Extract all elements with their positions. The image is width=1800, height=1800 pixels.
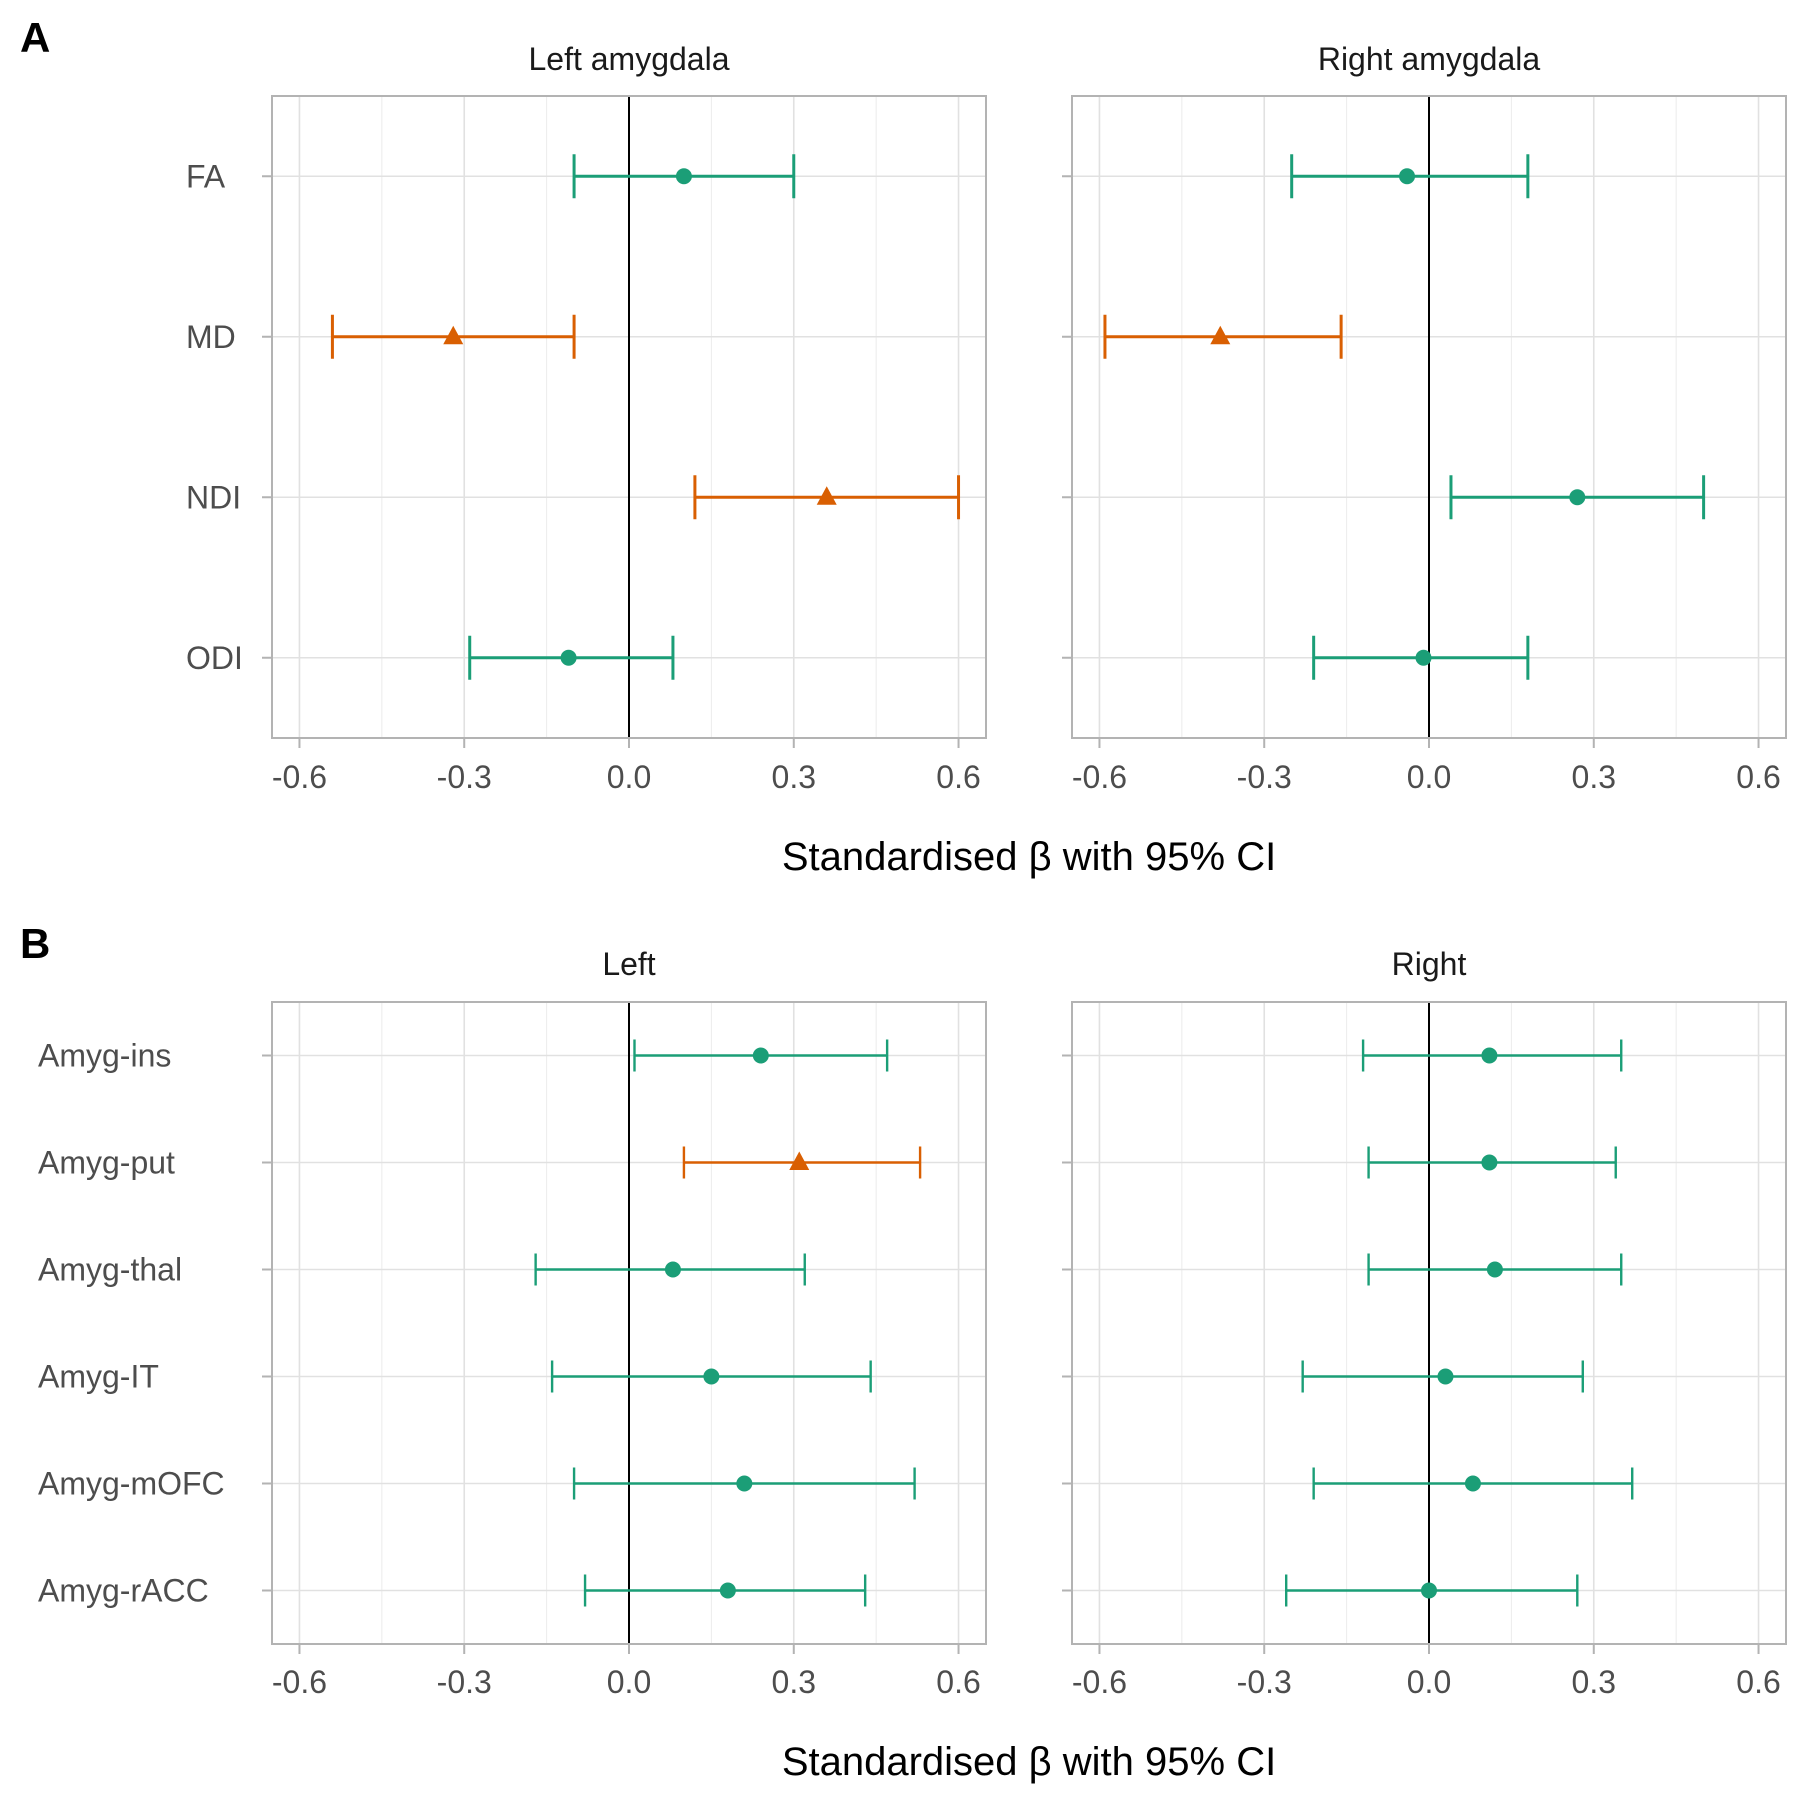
y-category-label: Amyg-ins — [38, 1038, 171, 1074]
estimate-odi — [468, 635, 675, 680]
point-estimate-dot — [1415, 649, 1432, 666]
estimate-amyg-it — [550, 1360, 872, 1393]
x-tick-label: -0.3 — [437, 759, 492, 795]
point-estimate-dot — [675, 168, 692, 185]
estimate-amyg-mofc — [572, 1467, 916, 1500]
estimate-amyg-racc — [583, 1574, 867, 1607]
point-estimate-dot — [1481, 1047, 1498, 1064]
x-tick-label: -0.6 — [1072, 1664, 1127, 1700]
facet-title: Right — [1392, 946, 1467, 982]
x-tick-label: 0.6 — [1736, 1664, 1780, 1700]
point-estimate-dot — [664, 1261, 681, 1278]
y-category-label: ODI — [186, 640, 243, 676]
facet-title: Right amygdala — [1318, 41, 1541, 77]
estimate-amyg-ins — [633, 1039, 889, 1072]
x-tick-label: 0.3 — [1572, 1664, 1616, 1700]
point-estimate-dot — [1464, 1475, 1481, 1492]
point-estimate-dot — [752, 1047, 769, 1064]
point-estimate-dot — [719, 1582, 736, 1599]
estimate-amyg-put — [1367, 1146, 1617, 1179]
x-tick-label: -0.3 — [1237, 759, 1292, 795]
point-estimate-triangle — [789, 1151, 810, 1170]
y-category-label: Amyg-mOFC — [38, 1466, 225, 1502]
facet-title: Left — [602, 946, 655, 982]
estimate-amyg-mofc — [1312, 1467, 1634, 1500]
estimate-ndi — [1449, 475, 1706, 520]
y-category-label: Amyg-IT — [38, 1359, 159, 1395]
y-category-label: NDI — [186, 479, 241, 515]
x-tick-label: -0.6 — [272, 759, 327, 795]
facet-left: Left -0.6 -0.3 0.0 0.3 0.6 — [262, 946, 987, 1700]
estimate-amyg-racc — [1284, 1574, 1579, 1607]
x-tick-label: -0.6 — [1072, 759, 1127, 795]
facet-left-amygdala: Left amygdala -0.6 -0.3 0.0 0.3 0.6 — [262, 41, 987, 795]
x-tick-label: 0.6 — [936, 759, 980, 795]
panel-letter: B — [20, 920, 50, 967]
facet-right-amygdala: Right amygdala -0.6 -0.3 0.0 0.3 0.6 — [1062, 41, 1787, 795]
point-estimate-triangle — [443, 325, 464, 345]
x-tick-label: 0.3 — [1572, 759, 1616, 795]
estimate-amyg-thal — [1367, 1253, 1623, 1286]
point-estimate-dot — [1481, 1154, 1498, 1171]
x-tick-label: 0.3 — [772, 1664, 816, 1700]
x-tick-label: -0.3 — [437, 1664, 492, 1700]
estimate-fa — [1290, 154, 1530, 199]
point-estimate-triangle — [816, 486, 837, 505]
x-tick-label: 0.0 — [1407, 759, 1451, 795]
y-category-label: Amyg-put — [38, 1145, 175, 1181]
x-tick-label: 0.6 — [1736, 759, 1780, 795]
x-tick-label: 0.0 — [607, 759, 651, 795]
point-estimate-dot — [1437, 1368, 1454, 1385]
estimate-amyg-it — [1301, 1360, 1584, 1393]
panel-letter: A — [20, 14, 50, 61]
estimate-amyg-ins — [1361, 1039, 1623, 1072]
point-estimate-dot — [736, 1475, 753, 1492]
x-tick-label: -0.6 — [272, 1664, 327, 1700]
x-axis-title: Standardised β with 95% CI — [782, 1740, 1276, 1784]
y-category-label: Amyg-rACC — [38, 1573, 209, 1609]
estimate-amyg-put — [682, 1146, 922, 1179]
point-estimate-dot — [1486, 1261, 1503, 1278]
x-tick-label: 0.6 — [936, 1664, 980, 1700]
estimate-ndi — [693, 475, 961, 520]
x-tick-label: 0.0 — [1407, 1664, 1451, 1700]
x-tick-label: 0.3 — [772, 759, 816, 795]
estimate-odi — [1312, 635, 1530, 680]
estimate-md — [1103, 314, 1343, 359]
estimate-fa — [572, 154, 796, 199]
x-axis-title: Standardised β with 95% CI — [782, 835, 1276, 879]
panel-b: B Left -0.6 -0.3 0.0 0.3 0.6 Right -0.6 -0.3 0.0 0.… — [20, 920, 1787, 1784]
x-tick-label: 0.0 — [607, 1664, 651, 1700]
estimate-amyg-thal — [534, 1253, 806, 1286]
point-estimate-dot — [703, 1368, 720, 1385]
point-estimate-triangle — [1210, 325, 1231, 345]
y-category-label: MD — [186, 319, 236, 355]
point-estimate-dot — [1399, 168, 1416, 185]
estimate-md — [330, 314, 576, 359]
point-estimate-dot — [1569, 489, 1586, 506]
y-category-label: Amyg-thal — [38, 1252, 182, 1288]
facet-right: Right -0.6 -0.3 0.0 0.3 0.6 — [1062, 946, 1787, 1700]
y-category-label: FA — [186, 158, 226, 194]
x-tick-label: -0.3 — [1237, 1664, 1292, 1700]
facet-title: Left amygdala — [528, 41, 729, 77]
point-estimate-dot — [560, 649, 577, 666]
point-estimate-dot — [1421, 1582, 1437, 1599]
